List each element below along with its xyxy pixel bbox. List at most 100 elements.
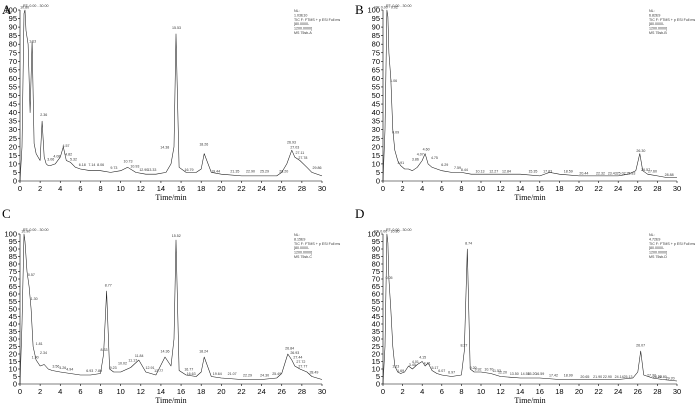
peak-label: 16.63	[187, 372, 196, 376]
y-tick-label: 70	[372, 57, 380, 66]
peak-label: 8.44	[461, 168, 468, 172]
y-tick-label: 0	[13, 380, 17, 389]
info-text: TIC F: FTMS + p ESI Full ms	[649, 242, 695, 246]
peak-label: 6.29	[441, 163, 448, 167]
peak-label: 25.49	[272, 372, 281, 376]
x-tick-label: 8	[98, 184, 102, 193]
info-text: TIC F: FTMS + p ESI Full ms	[294, 242, 340, 246]
y-tick-label: 65	[372, 65, 380, 74]
rt-range-text: RT: 0.00 - 30.00	[23, 4, 49, 8]
peak-label: 15.53	[172, 26, 181, 30]
x-tick-label: 30	[318, 387, 326, 396]
peak-label: 9.20	[470, 366, 477, 370]
panel-letter: D	[355, 206, 364, 221]
y-tick-label: 15	[372, 151, 380, 160]
peak-label: 3.06	[47, 158, 54, 162]
x-tick-label: 2	[401, 184, 405, 193]
x-tick-label: 4	[420, 387, 424, 396]
y-tick-label: 35	[372, 117, 380, 126]
peak-label: 21.07	[228, 372, 237, 376]
y-tick-label: 75	[372, 267, 380, 276]
peak-label: 16.79	[185, 168, 194, 172]
y-tick-label: 75	[9, 48, 17, 57]
peak-label: 12.90	[139, 168, 148, 172]
y-tick-label: 70	[9, 275, 17, 284]
peak-label: 4.71	[424, 362, 431, 366]
rt-range-text: RT: 0.00 - 30.00	[386, 228, 412, 232]
peak-label: 21.90	[593, 375, 602, 379]
peak-label: 1.13	[29, 40, 36, 44]
x-tick-label: 20	[217, 387, 225, 396]
peak-label: 0.05	[386, 276, 393, 280]
y-tick-label: 60	[372, 74, 380, 83]
peak-label: 2.36	[40, 113, 47, 117]
x-tick-label: 22	[237, 387, 245, 396]
panel-letter: C	[2, 206, 11, 221]
peak-label: 8.74	[465, 242, 472, 246]
y-tick-label: 25	[9, 342, 17, 351]
y-tick-label: 20	[372, 350, 380, 359]
x-tick-label: 14	[157, 387, 165, 396]
peak-label: 28.88	[665, 173, 674, 177]
y-tick-label: 5	[376, 372, 380, 381]
peak-label: 26.93	[290, 351, 299, 355]
peak-label: 6.18	[79, 163, 86, 167]
peak-label: 6.07	[438, 369, 445, 373]
peak-label: 4.15	[419, 356, 426, 360]
peak-label: 27.44	[293, 356, 302, 360]
peak-label: 1.91	[397, 161, 404, 165]
x-tick-label: 30	[673, 184, 681, 193]
y-tick-label: 65	[9, 65, 17, 74]
y-tick-label: 0	[376, 177, 380, 186]
x-tick-label: 8	[98, 387, 102, 396]
y-tick-label: 50	[9, 305, 17, 314]
panel-letter: A	[2, 2, 12, 17]
y-tick-label: 90	[9, 245, 17, 254]
x-tick-label: 24	[614, 387, 622, 396]
info-text: NL:	[294, 233, 300, 237]
peak-label: 16.59	[535, 372, 544, 376]
peak-label: 11.17	[128, 359, 137, 363]
x-tick-label: 26	[634, 387, 642, 396]
peak-label: 25.29	[260, 170, 269, 174]
info-text: NL:	[649, 233, 655, 237]
y-tick-label: 20	[9, 142, 17, 151]
x-tick-label: 14	[516, 184, 524, 193]
y-tick-label: 10	[372, 365, 380, 374]
x-tick-label: 16	[536, 387, 544, 396]
info-text: [80.0000-	[294, 22, 310, 26]
peak-label: 20.65	[580, 375, 589, 379]
y-tick-label: 95	[372, 14, 380, 23]
peak-label: 10.70	[484, 368, 493, 372]
peak-label: 5.17	[431, 366, 438, 370]
peak-label: 26.84	[285, 347, 294, 351]
peak-label: 24.30	[260, 374, 269, 378]
peak-label: 4.94	[66, 368, 73, 372]
y-tick-label: 75	[372, 48, 380, 57]
x-tick-label: 2	[38, 387, 42, 396]
x-tick-label: 24	[614, 184, 622, 193]
x-tick-label: 22	[594, 387, 602, 396]
tic-trace	[382, 9, 677, 182]
peak-label: 22.32	[596, 171, 605, 175]
y-tick-label: 45	[372, 100, 380, 109]
info-text: MS 75sb-B	[649, 31, 667, 35]
x-tick-label: 20	[575, 184, 583, 193]
x-tick-label: 16	[536, 184, 544, 193]
y-tick-label: 15	[372, 357, 380, 366]
y-tick-label: 15	[9, 151, 17, 160]
x-tick-label: 0	[381, 184, 385, 193]
x-tick-label: 2	[38, 184, 42, 193]
peak-label: 1.81	[36, 342, 43, 346]
peak-label: 1.06	[390, 79, 397, 83]
peak-label: 12.27	[489, 170, 498, 174]
info-text: 8.15E9	[294, 237, 305, 241]
tic-trace	[19, 9, 323, 182]
y-tick-label: 10	[9, 159, 17, 168]
peak-label: 4.60	[423, 147, 430, 151]
y-tick-label: 50	[9, 91, 17, 100]
peak-label: 1.90	[32, 356, 39, 360]
peak-label: 24.14	[615, 375, 624, 379]
x-tick-label: 6	[440, 387, 444, 396]
